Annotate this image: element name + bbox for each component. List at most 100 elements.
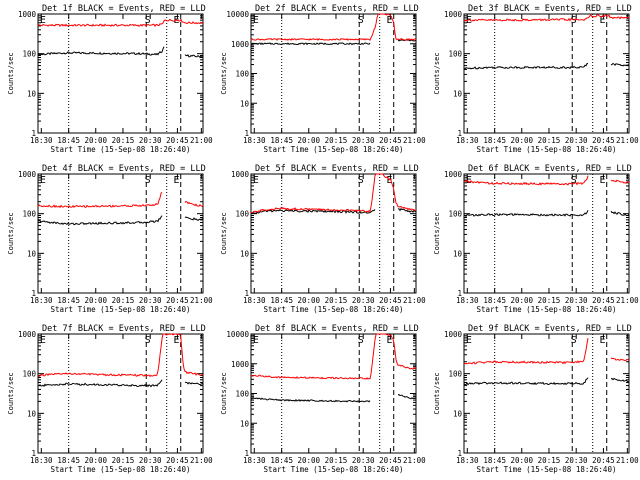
x-tick-label: 20:00 — [84, 296, 107, 305]
y-tick-label: 100 — [235, 390, 249, 399]
event-marker-label: S — [145, 15, 151, 26]
x-tick-label: 20:30 — [565, 296, 588, 305]
x-tick-label: 18:45 — [270, 296, 293, 305]
y-tick-label: 1000 — [444, 170, 463, 179]
event-marker-label: S — [145, 175, 151, 186]
x-tick-label: 20:00 — [297, 136, 320, 145]
x-tick-label: 20:15 — [325, 456, 348, 465]
event-marker-label: S — [358, 175, 364, 186]
x-tick-label: 21:00 — [190, 296, 213, 305]
x-tick-label: 20:45 — [592, 296, 615, 305]
event-marker-label: S — [571, 15, 577, 26]
event-marker-label: E — [599, 335, 605, 346]
x-tick-label: 20:30 — [352, 136, 375, 145]
event-marker-label: E — [253, 175, 259, 186]
events-series-line — [397, 394, 417, 400]
panel-title: Det 9f BLACK = Events, RED = LLD — [468, 324, 632, 334]
panel-9: Det 9f BLACK = Events, RED = LLD 1 10 100 10… — [433, 324, 639, 474]
x-axis-label: Start Time (15-Sep-08 18:26:40) — [477, 145, 617, 154]
event-marker-label: S — [571, 335, 577, 346]
events-series-line — [37, 379, 163, 388]
x-tick-label: 18:45 — [270, 136, 293, 145]
y-tick-label: 10 — [27, 409, 37, 418]
events-series-line — [184, 54, 204, 58]
events-series-line — [250, 208, 376, 215]
x-axis-label: Start Time (15-Sep-08 18:26:40) — [477, 305, 617, 314]
events-series-line — [251, 42, 371, 46]
x-tick-label: 20:30 — [352, 296, 375, 305]
panel-7: Det 7f BLACK = Events, RED = LLD 1 10 100 10… — [7, 324, 213, 474]
lld-series-line — [463, 14, 630, 22]
x-axis-label: Start Time (15-Sep-08 18:26:40) — [51, 305, 191, 314]
event-marker-label: E — [253, 15, 259, 26]
x-tick-label: 20:15 — [112, 136, 135, 145]
y-axis-label: Counts/sec — [7, 372, 15, 414]
x-tick-label: 18:45 — [57, 136, 80, 145]
events-series-line — [610, 210, 630, 217]
y-tick-label: 1 — [457, 289, 462, 298]
x-tick-label: 20:30 — [352, 456, 375, 465]
x-tick-label: 20:00 — [510, 456, 533, 465]
y-tick-label: 1000 — [231, 360, 250, 369]
events-series-line — [610, 377, 630, 383]
x-tick-label: 18:30 — [456, 296, 479, 305]
events-series-line — [610, 62, 630, 67]
event-marker-label: E — [599, 15, 605, 26]
lld-series-line — [37, 18, 204, 28]
x-tick-label: 20:45 — [166, 456, 189, 465]
plot-frame — [250, 333, 417, 454]
y-tick-label: 1 — [31, 449, 36, 458]
plot-frame — [463, 13, 630, 134]
y-axis-label: Counts/sec — [220, 52, 228, 94]
lld-series-line — [37, 191, 163, 209]
x-tick-label: 18:45 — [483, 456, 506, 465]
lld-series-line — [610, 179, 630, 184]
x-tick-label: 18:30 — [456, 456, 479, 465]
y-tick-label: 10 — [240, 249, 250, 258]
y-tick-label: 100 — [22, 370, 36, 379]
x-tick-label: 18:30 — [243, 136, 266, 145]
x-tick-label: 20:45 — [379, 456, 402, 465]
event-marker-label: S — [571, 175, 577, 186]
y-tick-label: 1000 — [444, 10, 463, 19]
x-axis-label: Start Time (15-Sep-08 18:26:40) — [264, 145, 404, 154]
panel-4: Det 4f BLACK = Events, RED = LLD 1 10 100 10… — [7, 164, 213, 314]
y-tick-label: 100 — [448, 210, 462, 219]
y-tick-label: 100 — [448, 50, 462, 59]
y-tick-label: 1000 — [18, 330, 37, 339]
x-tick-label: 20:15 — [538, 456, 561, 465]
x-tick-label: 20:15 — [538, 296, 561, 305]
event-marker-label: E — [386, 15, 392, 26]
y-tick-label: 1000 — [444, 330, 463, 339]
x-tick-label: 20:00 — [510, 296, 533, 305]
event-marker-label: S — [145, 335, 151, 346]
panel-6: Det 6f BLACK = Events, RED = LLD 1 10 100 10… — [433, 164, 639, 314]
panel-5: Det 5f BLACK = Events, RED = LLD 1 10 100 10… — [220, 164, 426, 314]
y-tick-label: 1000 — [231, 170, 250, 179]
x-tick-label: 18:45 — [483, 296, 506, 305]
panel-title: Det 2f BLACK = Events, RED = LLD — [255, 4, 419, 14]
x-axis-label: Start Time (15-Sep-08 18:26:40) — [51, 465, 191, 474]
x-tick-label: 20:00 — [84, 136, 107, 145]
x-tick-label: 20:45 — [379, 136, 402, 145]
x-tick-label: 20:15 — [112, 296, 135, 305]
event-marker-label: E — [173, 175, 179, 186]
x-tick-label: 20:00 — [297, 456, 320, 465]
lld-series-line — [250, 173, 416, 214]
plot-frame — [250, 13, 417, 134]
panel-title: Det 8f BLACK = Events, RED = LLD — [255, 324, 419, 334]
x-tick-label: 21:00 — [616, 136, 639, 145]
x-axis-label: Start Time (15-Sep-08 18:26:40) — [477, 465, 617, 474]
events-series-line — [397, 38, 417, 42]
lld-series-line — [250, 333, 417, 380]
y-tick-label: 10 — [240, 99, 250, 108]
x-tick-label: 18:45 — [270, 456, 293, 465]
events-series-line — [184, 381, 204, 386]
plot-frame — [37, 333, 204, 454]
events-series-line — [397, 207, 417, 213]
y-axis-label: Counts/sec — [433, 212, 441, 254]
plot-frame — [250, 173, 417, 294]
x-tick-label: 20:45 — [166, 136, 189, 145]
